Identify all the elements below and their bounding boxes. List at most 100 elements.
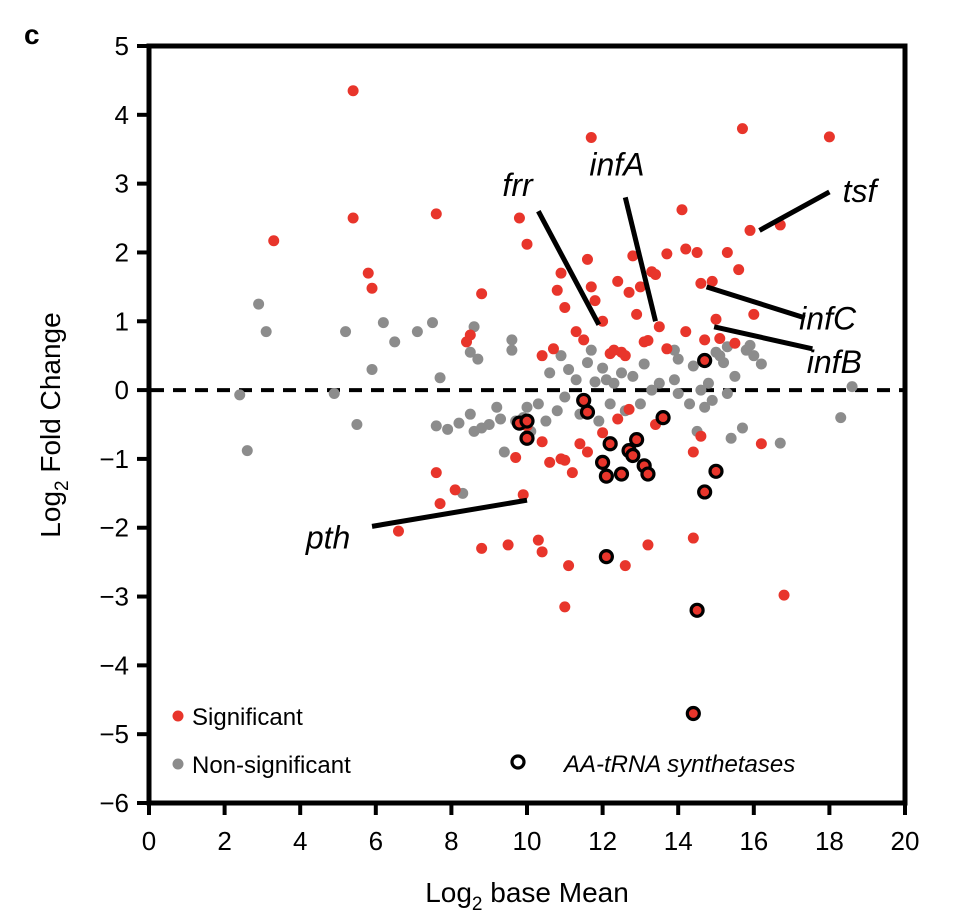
annotation-line-pth bbox=[371, 497, 528, 529]
significant-point bbox=[476, 542, 488, 554]
annotation-line-infA bbox=[622, 196, 658, 322]
significant-point bbox=[566, 467, 578, 479]
annotation-label-frr: frr bbox=[502, 167, 534, 203]
significant-point bbox=[687, 532, 699, 544]
significant-point bbox=[680, 243, 692, 255]
significant-point bbox=[502, 539, 514, 551]
annotation-label-infB: infB bbox=[807, 344, 862, 380]
significant-point bbox=[366, 282, 378, 294]
non-significant-point bbox=[495, 413, 507, 425]
non-significant-point bbox=[585, 344, 597, 356]
non-significant-point bbox=[563, 363, 575, 375]
aa-trna-synthetase-point bbox=[689, 602, 705, 618]
non-significant-point bbox=[593, 415, 605, 427]
aa-trna-synthetase-point bbox=[598, 549, 614, 565]
significant-point bbox=[476, 288, 488, 300]
aa-trna-synthetase-point bbox=[519, 430, 535, 446]
significant-point bbox=[392, 525, 404, 537]
plot-frame bbox=[146, 43, 908, 806]
legend: Significant Non-significant AA-tRNA synt… bbox=[172, 704, 795, 779]
non-significant-point bbox=[748, 350, 760, 362]
aa-trna-synthetase-point bbox=[602, 436, 618, 452]
non-significant-point bbox=[774, 437, 786, 449]
significant-point bbox=[544, 456, 556, 468]
annotation-line-frr bbox=[536, 209, 602, 326]
non-significant-point bbox=[714, 350, 726, 362]
annotation-label-pth: pth bbox=[305, 519, 350, 555]
non-significant-point bbox=[559, 391, 571, 403]
x-tick-label: 0 bbox=[142, 826, 156, 856]
significant-point bbox=[513, 212, 525, 224]
aa-trna-synthetase-point bbox=[708, 463, 724, 479]
legend-significant-label: Significant bbox=[192, 704, 303, 731]
aa-trna-synthetase-point bbox=[697, 484, 713, 500]
significant-point bbox=[532, 534, 544, 546]
non-significant-point bbox=[634, 398, 646, 410]
significant-point bbox=[551, 284, 563, 296]
x-tick-label: 10 bbox=[513, 826, 542, 856]
significant-point bbox=[581, 446, 593, 458]
y-axis-title: Log2 Fold Change bbox=[35, 312, 73, 537]
non-significant-point bbox=[744, 339, 756, 351]
significant-point bbox=[574, 438, 586, 450]
significant-point bbox=[778, 589, 790, 601]
significant-point bbox=[536, 436, 548, 448]
non-significant-point bbox=[468, 321, 480, 333]
significant-point bbox=[642, 539, 654, 551]
significant-point bbox=[430, 208, 442, 220]
non-significant-point bbox=[453, 417, 465, 429]
non-significant-point bbox=[351, 419, 363, 430]
significant-point bbox=[823, 131, 835, 143]
non-significant-point bbox=[532, 398, 544, 410]
significant-point bbox=[687, 446, 699, 458]
gene-annotation-labels: frr infA tsf infC infB pth bbox=[305, 146, 880, 555]
significant-point bbox=[619, 350, 631, 362]
significant-point bbox=[347, 212, 359, 224]
significant-point bbox=[710, 313, 722, 325]
non-significant-point bbox=[687, 360, 699, 372]
y-tick-label: −4 bbox=[99, 650, 129, 680]
non-significant-point bbox=[540, 415, 552, 427]
significant-point bbox=[612, 413, 624, 425]
x-tick-label: 20 bbox=[891, 826, 920, 856]
significant-point bbox=[430, 467, 442, 479]
non-significant-point bbox=[684, 398, 696, 410]
significant-point bbox=[597, 427, 609, 439]
non-significant-point bbox=[695, 384, 707, 396]
x-axis-ticks: 0 2 4 6 8 10 12 14 16 18 20 bbox=[142, 803, 920, 856]
non-significant-point bbox=[616, 367, 627, 379]
aa-trna-synthetase-point bbox=[598, 468, 614, 484]
annotation-line-infC bbox=[705, 284, 806, 321]
x-tick-label: 16 bbox=[739, 826, 768, 856]
non-significant-points bbox=[234, 298, 858, 499]
non-significant-point bbox=[646, 384, 658, 396]
non-significant-point bbox=[483, 419, 495, 430]
non-significant-point bbox=[835, 412, 847, 424]
y-tick-label: 2 bbox=[115, 237, 129, 267]
non-significant-point bbox=[672, 388, 684, 400]
significant-point bbox=[736, 123, 748, 135]
non-significant-point bbox=[736, 422, 748, 434]
non-significant-point bbox=[521, 401, 533, 413]
aa-trna-synthetase-point bbox=[629, 432, 645, 448]
non-significant-point bbox=[755, 358, 767, 370]
significant-point bbox=[695, 430, 707, 442]
non-significant-point bbox=[627, 370, 639, 382]
non-significant-point bbox=[729, 370, 741, 382]
legend-non-significant-label: Non-significant bbox=[192, 752, 351, 779]
non-significant-point bbox=[253, 298, 265, 310]
non-significant-point bbox=[442, 423, 454, 435]
significant-point bbox=[347, 85, 359, 97]
gene-annotation-lines bbox=[371, 189, 831, 529]
aa-trna-synthetase-rings bbox=[511, 352, 724, 722]
non-significant-point bbox=[411, 326, 423, 338]
significant-point bbox=[578, 334, 590, 346]
annotation-label-infA: infA bbox=[589, 146, 644, 182]
non-significant-point bbox=[604, 398, 616, 410]
legend-aa-trna-marker bbox=[510, 754, 526, 770]
non-significant-point bbox=[721, 388, 733, 400]
significant-point bbox=[589, 295, 601, 307]
non-significant-point bbox=[366, 363, 378, 375]
significant-point bbox=[585, 132, 597, 144]
